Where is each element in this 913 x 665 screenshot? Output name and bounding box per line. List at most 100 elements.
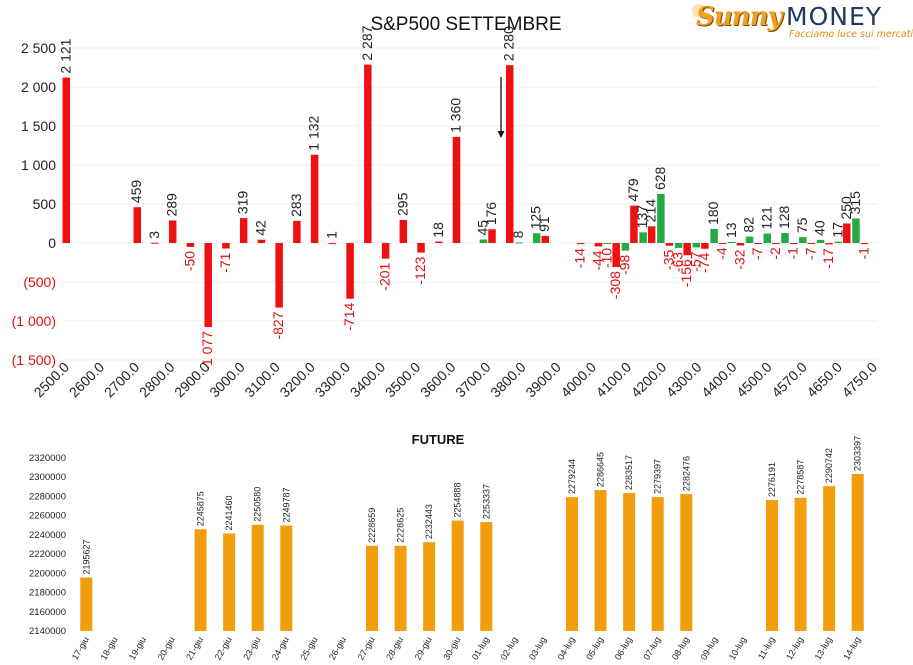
data-label: 180 (705, 201, 721, 225)
x-tick-label: 2600.0 (66, 359, 108, 401)
x-tick-label: 4300.0 (663, 359, 705, 401)
bar (603, 243, 612, 244)
data-label: 2279244 (567, 459, 577, 494)
logo-brand-sunny: Sunny (696, 2, 783, 32)
bar (789, 243, 798, 244)
data-label: -714 (341, 302, 357, 330)
bar (417, 243, 425, 253)
y-tick-label: (1 000) (12, 313, 56, 329)
bar (728, 241, 736, 243)
bar (257, 239, 266, 243)
bar (807, 243, 816, 244)
future-chart-x-axis: 17-giu 18-giu 19-giu 20-giu 21-giu 22-giu 23-g… (70, 635, 863, 662)
y-tick-label: 1 500 (21, 118, 56, 134)
bar (843, 223, 851, 243)
y-tick-label: 0 (48, 235, 56, 251)
data-label: -44 (589, 250, 605, 270)
bar (239, 218, 248, 243)
top-chart-annotation (497, 77, 505, 138)
data-label: -35 (660, 250, 676, 270)
bar (612, 243, 620, 268)
x-tick-label: 06-lug (613, 635, 634, 662)
data-label: 91 (536, 216, 552, 232)
bar (834, 241, 843, 243)
bar (799, 237, 807, 243)
data-label: -7 (749, 247, 765, 260)
data-label: 2290742 (824, 448, 834, 483)
x-tick-label: 25-giu (298, 635, 319, 662)
data-label: 137 (634, 205, 650, 229)
bar (639, 232, 647, 243)
bar (701, 243, 709, 249)
data-label: 214 (643, 199, 659, 223)
x-tick-label: 14-lug (841, 635, 862, 662)
x-tick-label: 3900.0 (522, 359, 564, 401)
x-tick-label: 22-giu (213, 635, 234, 662)
future-chart-data-labels: 2195627 2245875 2241460 2250580 2249787 22286… (81, 436, 862, 575)
data-label: 42 (252, 220, 268, 236)
x-tick-label: 4650.0 (803, 359, 845, 401)
x-tick-label: 4570.0 (768, 359, 810, 401)
x-tick-label: 20-giu (156, 635, 177, 662)
y-tick-label: 2 500 (21, 40, 56, 56)
data-label: -123 (412, 256, 428, 284)
data-label: 2278587 (796, 460, 806, 495)
chart-title: S&P500 SETTEMBRE (370, 14, 561, 35)
data-label: 2279397 (653, 459, 663, 494)
bar (451, 520, 464, 631)
data-label: 459 (128, 180, 144, 204)
x-tick-label: 3800.0 (487, 359, 529, 401)
bar (766, 500, 778, 631)
data-label: -1 (785, 247, 801, 260)
x-tick-label: 4200.0 (628, 359, 670, 401)
y-tick-label: 2300000 (29, 472, 66, 483)
x-tick-label: 4000.0 (557, 359, 599, 401)
bar (366, 545, 378, 631)
data-label: -63 (670, 252, 686, 272)
bar (515, 242, 523, 244)
x-tick-label: 3700.0 (452, 359, 494, 401)
bar (186, 243, 195, 247)
bar (479, 239, 488, 243)
data-label: 2249787 (281, 487, 291, 522)
bar (394, 545, 407, 631)
x-tick-label: 3300.0 (312, 359, 354, 401)
bar (736, 243, 745, 246)
data-label: 479 (625, 178, 641, 202)
bar (630, 205, 638, 243)
data-label: 2253337 (481, 484, 491, 519)
x-tick-label: 26-giu (327, 635, 348, 662)
bar (251, 524, 264, 631)
x-tick-label: 05-lug (584, 635, 605, 662)
data-label: 2245875 (196, 491, 206, 526)
data-label: 250 (838, 196, 854, 220)
future-chart-title: FUTURE (412, 432, 465, 447)
y-tick-label: (1 500) (12, 352, 56, 368)
bar (772, 243, 780, 244)
bar (566, 497, 578, 631)
x-tick-label: 08-lug (670, 635, 691, 662)
x-tick-label: 12-lug (784, 635, 805, 662)
bar (754, 243, 762, 244)
data-label: 2276191 (767, 462, 777, 497)
top-chart-x-axis: 2500.02600.02700.02800.02900.03000.03100… (31, 359, 881, 401)
data-label: 40 (812, 220, 828, 236)
data-label: 2254888 (453, 483, 463, 518)
x-tick-label: 3400.0 (347, 359, 389, 401)
data-label: -4 (714, 247, 730, 260)
data-label: 2 287 (359, 25, 375, 60)
y-tick-label: (500) (23, 274, 56, 290)
top-chart-y-axis: 2 500 2 000 1 500 1 000 500 0 (500) (1 000) (1 5… (12, 40, 57, 368)
bar (80, 577, 93, 631)
data-label: 121 (758, 206, 774, 230)
data-label: 75 (794, 217, 810, 233)
data-label: 2195627 (81, 539, 91, 574)
data-label: -50 (181, 251, 197, 271)
y-tick-label: 2220000 (29, 549, 66, 560)
data-label: -1 077 (199, 331, 215, 371)
bar (222, 243, 230, 249)
data-label: 8 (510, 230, 526, 238)
x-tick-label: 28-giu (384, 635, 405, 662)
